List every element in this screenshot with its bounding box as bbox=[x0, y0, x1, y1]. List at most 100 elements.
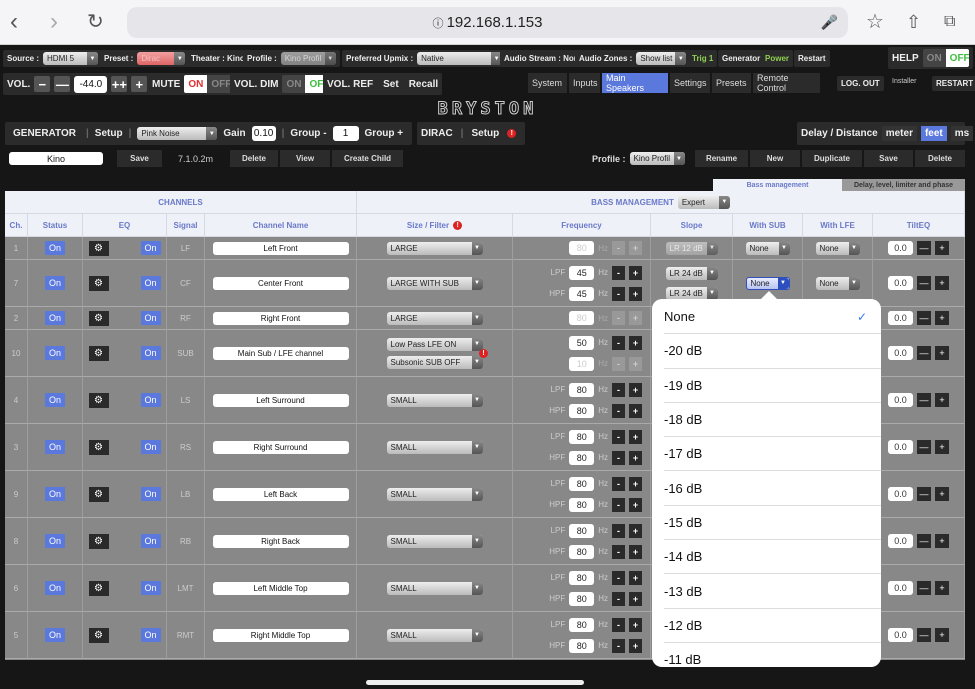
frequency-minus-button[interactable]: - bbox=[612, 450, 625, 465]
volume-input[interactable]: -44.0 bbox=[74, 75, 108, 93]
frequency-input[interactable]: 80 bbox=[569, 429, 595, 444]
frequency-input[interactable]: 80 bbox=[569, 523, 595, 538]
size-filter-select[interactable]: SMALL ▼ bbox=[386, 534, 483, 548]
eq-toggle[interactable]: On bbox=[140, 534, 161, 548]
tab-remote-control[interactable]: Remote Control bbox=[753, 73, 820, 93]
channel-name-input[interactable]: Main Sub / LFE channel bbox=[212, 346, 349, 360]
dropdown-option[interactable]: None ✓ bbox=[664, 300, 881, 335]
tilt-plus-button[interactable]: + bbox=[935, 311, 949, 325]
tilt-minus-button[interactable]: — bbox=[917, 241, 931, 255]
frequency-input[interactable]: 80 bbox=[569, 570, 595, 585]
status-toggle[interactable]: On bbox=[45, 311, 65, 325]
volume-up-big-button[interactable]: ++ bbox=[111, 76, 128, 92]
frequency-minus-button[interactable]: - bbox=[612, 638, 625, 653]
frequency-input[interactable]: 45 bbox=[569, 286, 595, 301]
logout-button[interactable]: LOG. OUT bbox=[837, 76, 884, 91]
eq-toggle[interactable]: On bbox=[140, 346, 161, 360]
tilt-plus-button[interactable]: + bbox=[935, 440, 949, 454]
tilt-eq-input[interactable]: 0.0 bbox=[888, 628, 913, 642]
frequency-minus-button[interactable]: - bbox=[612, 335, 625, 350]
profile-row-select[interactable]: Kino Profil ▼ bbox=[629, 152, 685, 165]
dirac-setup-button[interactable]: Setup bbox=[471, 128, 500, 139]
power-button[interactable]: Power bbox=[761, 50, 794, 67]
size-filter-select[interactable]: SMALL ▼ bbox=[386, 393, 483, 407]
frequency-input[interactable]: 80 bbox=[569, 476, 595, 491]
tilt-eq-input[interactable]: 0.0 bbox=[888, 487, 913, 501]
channel-name-input[interactable]: Right Surround bbox=[212, 440, 349, 454]
gear-icon[interactable]: ⚙ bbox=[88, 439, 109, 455]
source-select[interactable]: HDMI 5 ▼ bbox=[43, 52, 99, 65]
frequency-plus-button[interactable]: + bbox=[629, 450, 642, 465]
volume-down-big-button[interactable]: — bbox=[54, 76, 71, 92]
size-filter-select[interactable]: SMALL ▼ bbox=[386, 487, 483, 501]
eq-toggle[interactable]: On bbox=[140, 440, 161, 454]
mute-toggle[interactable]: ON OFF bbox=[184, 75, 236, 93]
size-filter-select[interactable]: Low Pass LFE ON ▼ bbox=[386, 337, 483, 351]
frequency-plus-button[interactable]: + bbox=[629, 591, 642, 606]
tilt-minus-button[interactable]: — bbox=[917, 311, 931, 325]
dropdown-option[interactable]: -12 dB bbox=[664, 609, 881, 643]
tilt-eq-input[interactable]: 0.0 bbox=[888, 241, 913, 255]
frequency-plus-button[interactable]: + bbox=[629, 403, 642, 418]
with-lfe-select[interactable]: None ▼ bbox=[815, 241, 860, 255]
frequency-plus-button[interactable]: + bbox=[629, 286, 642, 301]
frequency-minus-button[interactable]: - bbox=[612, 497, 625, 512]
frequency-minus-button[interactable]: - bbox=[612, 570, 625, 585]
tilt-plus-button[interactable]: + bbox=[935, 487, 949, 501]
tab-inputs[interactable]: Inputs bbox=[569, 73, 600, 93]
channel-name-input[interactable]: Left Middle Top bbox=[212, 581, 349, 595]
size-filter-select[interactable]: Subsonic SUB OFF ▼ bbox=[386, 355, 483, 369]
gear-icon[interactable]: ⚙ bbox=[88, 345, 109, 361]
profile-new-button[interactable]: New bbox=[750, 150, 800, 167]
channel-name-input[interactable]: Left Front bbox=[212, 241, 349, 255]
tilt-plus-button[interactable]: + bbox=[935, 276, 949, 290]
frequency-plus-button[interactable]: + bbox=[629, 476, 642, 491]
profile-delete-button[interactable]: Delete bbox=[915, 150, 965, 167]
help-toggle[interactable]: ON OFF bbox=[922, 49, 969, 67]
slope-select[interactable]: LR 24 dB ▼ bbox=[665, 286, 718, 300]
tab-system[interactable]: System bbox=[528, 73, 567, 93]
frequency-minus-button[interactable]: - bbox=[612, 403, 625, 418]
gear-icon[interactable]: ⚙ bbox=[88, 392, 109, 408]
dropdown-option[interactable]: -15 dB bbox=[664, 506, 881, 541]
status-toggle[interactable]: On bbox=[45, 276, 65, 290]
tilt-plus-button[interactable]: + bbox=[935, 393, 949, 407]
back-icon[interactable]: ‹ bbox=[10, 8, 18, 35]
tilt-eq-input[interactable]: 0.0 bbox=[888, 393, 913, 407]
frequency-plus-button[interactable]: + bbox=[629, 544, 642, 559]
forward-icon[interactable]: › bbox=[50, 8, 58, 35]
gear-icon[interactable]: ⚙ bbox=[88, 580, 109, 596]
frequency-minus-button[interactable]: - bbox=[612, 523, 625, 538]
eq-toggle[interactable]: On bbox=[140, 393, 161, 407]
channel-name-input[interactable]: Right Back bbox=[212, 534, 349, 548]
size-filter-select[interactable]: LARGE ▼ bbox=[386, 241, 483, 255]
tab-bass-management[interactable]: Bass management bbox=[713, 179, 842, 191]
frequency-input[interactable]: 80 bbox=[569, 382, 595, 397]
tab-delay-level[interactable]: Delay, level, limiter and phase bbox=[842, 179, 965, 191]
gear-icon[interactable]: ⚙ bbox=[88, 627, 109, 643]
eq-toggle[interactable]: On bbox=[140, 276, 161, 290]
vol-ref-recall-button[interactable]: Recall bbox=[408, 78, 439, 90]
with-sub-select[interactable]: None ▼ bbox=[745, 241, 790, 255]
tab-settings[interactable]: Settings bbox=[670, 73, 710, 93]
unit-feet-button[interactable]: feet bbox=[920, 126, 947, 141]
frequency-minus-button[interactable]: - bbox=[612, 476, 625, 491]
trig-button[interactable]: Trig 1 bbox=[688, 50, 718, 67]
status-toggle[interactable]: On bbox=[45, 628, 65, 642]
share-icon[interactable]: ⇧ bbox=[906, 12, 922, 32]
status-toggle[interactable]: On bbox=[45, 440, 65, 454]
channel-name-input[interactable]: Center Front bbox=[212, 276, 349, 290]
mic-icon[interactable]: 🎤 bbox=[820, 14, 838, 30]
group-plus-button[interactable]: Group + bbox=[364, 128, 404, 139]
gear-icon[interactable]: ⚙ bbox=[88, 533, 109, 549]
dropdown-option[interactable]: -18 dB bbox=[664, 403, 881, 438]
slope-select[interactable]: LR 24 dB ▼ bbox=[665, 266, 718, 280]
gain-input[interactable]: 0.10 bbox=[251, 126, 276, 141]
create-child-button[interactable]: Create Child bbox=[332, 150, 403, 167]
frequency-plus-button[interactable]: + bbox=[629, 429, 642, 444]
audio-zones-select[interactable]: Show list ▼ bbox=[636, 52, 687, 65]
tilt-plus-button[interactable]: + bbox=[935, 581, 949, 595]
restart-system-button[interactable]: RESTART bbox=[932, 76, 975, 91]
reload-icon[interactable]: ↻ bbox=[87, 11, 104, 33]
tab-main-speakers[interactable]: Main Speakers bbox=[602, 73, 668, 93]
